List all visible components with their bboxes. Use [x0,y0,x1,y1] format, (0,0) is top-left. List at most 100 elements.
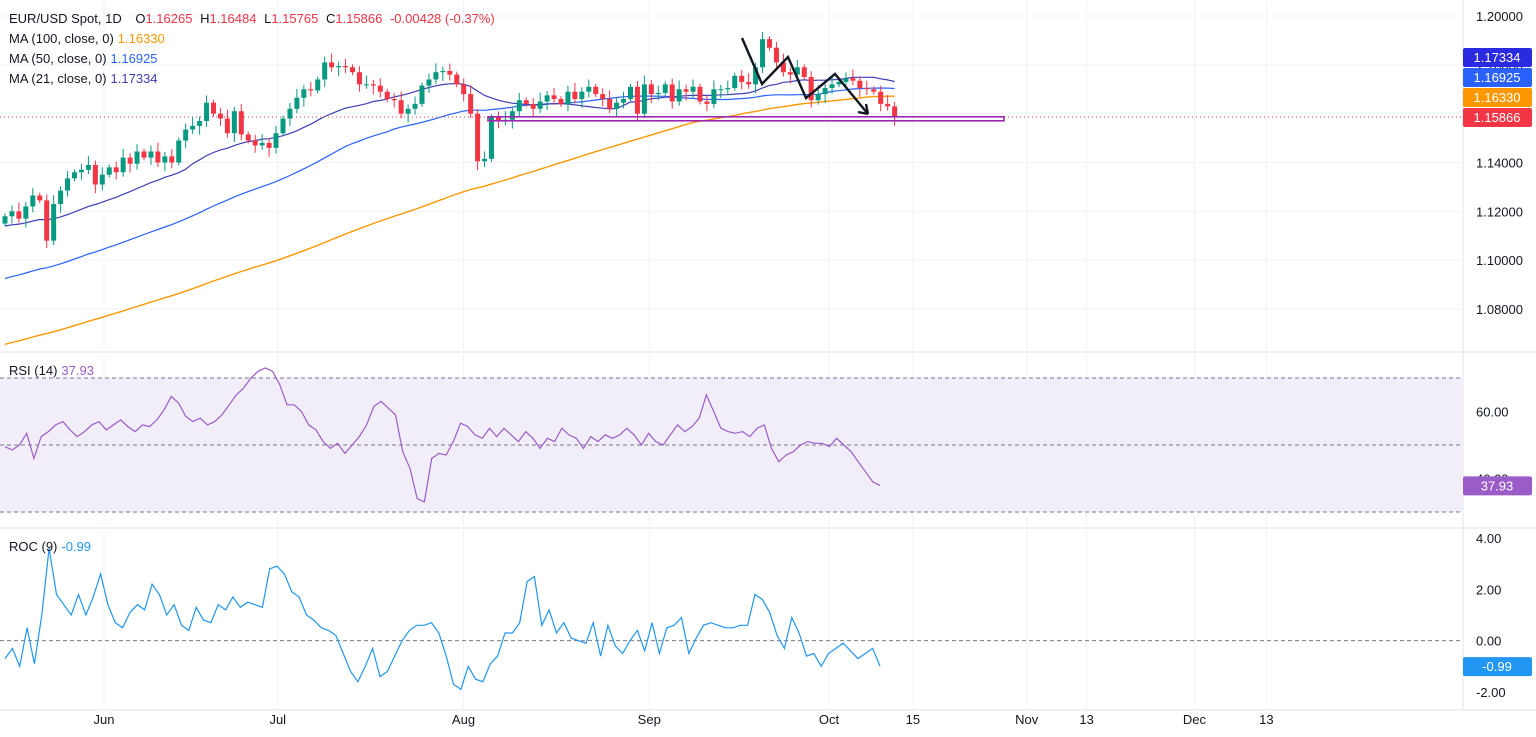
candle-body [482,158,488,162]
candle-body [878,91,884,104]
candle-body [44,200,50,241]
candle-body [211,102,216,114]
roc-tick-label: 2.00 [1476,582,1501,597]
candle-body [9,211,15,217]
candle-body [280,118,286,134]
x-tick-label: 13 [1079,712,1093,727]
candle-body [183,129,189,141]
candle-body [78,169,84,173]
candle-body [440,70,446,73]
ohlc-change: -0.00428 (-0.37%) [389,11,495,26]
candle-body [106,167,112,175]
candle-body [516,100,522,112]
candle-body [815,94,821,101]
candle-body [141,151,147,158]
candle-body [655,92,661,95]
price-badge [1463,476,1532,496]
candle-body [405,108,411,114]
price-lines [0,76,1462,345]
main-legend: EUR/USD Spot, 1D O1.16265 H1.16484 L1.15… [9,10,499,28]
candle-body [794,67,800,75]
price-badges: 1.17334 1.16925 1.16330 1.15866 37.93 -0.99 [1463,48,1532,677]
candle-body [523,100,529,104]
candle-body [92,164,98,185]
candle-body [544,95,550,102]
price-tick-label: 1.10000 [1476,253,1523,268]
price-badge-label: 37.93 [1481,478,1514,493]
candle-body [363,84,369,86]
candle-body [676,89,682,102]
candle-body [2,216,8,224]
candle-body [238,111,244,135]
candle-body [787,72,793,75]
grid [0,0,1536,711]
candle-body [648,84,654,95]
arrow-head-icon [857,103,870,116]
candle-body [857,80,863,89]
candle-body [885,103,891,107]
candle-body [287,108,293,119]
candle-body [197,120,203,126]
ohlc-high: H1.16484 [200,11,257,26]
candle-body [127,157,133,164]
price-badge [1463,657,1532,677]
rsi-line [4,367,881,503]
candle-body [252,140,258,146]
candle-body [294,97,300,109]
candle-body [113,167,119,173]
candle-body [475,113,481,162]
price-badge-label: -0.99 [1482,659,1512,674]
candle-body [607,99,613,109]
candle-body [871,89,877,92]
candle-body [829,84,835,89]
candle-body [760,39,766,68]
candle-body [273,133,279,148]
rsi-pane [0,367,1462,513]
x-tick-label: Sep [638,712,661,727]
candle-body [398,100,404,114]
ma100-line [4,95,895,345]
candle-body [99,174,105,185]
candle-body [697,86,703,102]
candle-body [530,103,536,109]
candle-body [72,172,77,179]
candle-body [148,151,154,158]
support-zone [487,115,1005,122]
roc-line [4,548,881,691]
candle-body [155,151,161,163]
candle-body [843,78,849,82]
candle-body [892,106,898,117]
candle-body [614,102,620,109]
rsi-legend: RSI (14) 37.93 [9,363,94,378]
candle-body [711,89,717,104]
candle-body [134,151,140,164]
candle-body [58,190,64,205]
candle-body [356,72,362,85]
x-tick-label: Aug [452,712,475,727]
price-badge [1463,68,1532,87]
candle-body [350,67,355,73]
candle-body [217,113,223,119]
candle-body [461,84,467,95]
candle-body [468,94,474,114]
candle-body [169,156,175,163]
price-tick-label: 1.08000 [1476,302,1523,317]
candle-body [739,75,745,82]
ma21-line [4,76,895,227]
ma50-legend: MA (50, close, 0) 1.16925 [9,51,158,66]
candle-body [621,99,627,103]
candle-body [808,77,814,101]
candle-body [565,91,571,104]
candle-body [259,142,265,146]
ohlc-open: O1.16265 [135,11,193,26]
candle-body [343,66,349,68]
pattern-annotation [487,37,1005,122]
candle-body [384,91,390,100]
candle-body [704,101,710,104]
candle-body [336,66,342,68]
candle-body [669,84,675,102]
candle-body [801,67,807,78]
x-tick-label: 13 [1259,712,1273,727]
candle-body [641,84,647,114]
